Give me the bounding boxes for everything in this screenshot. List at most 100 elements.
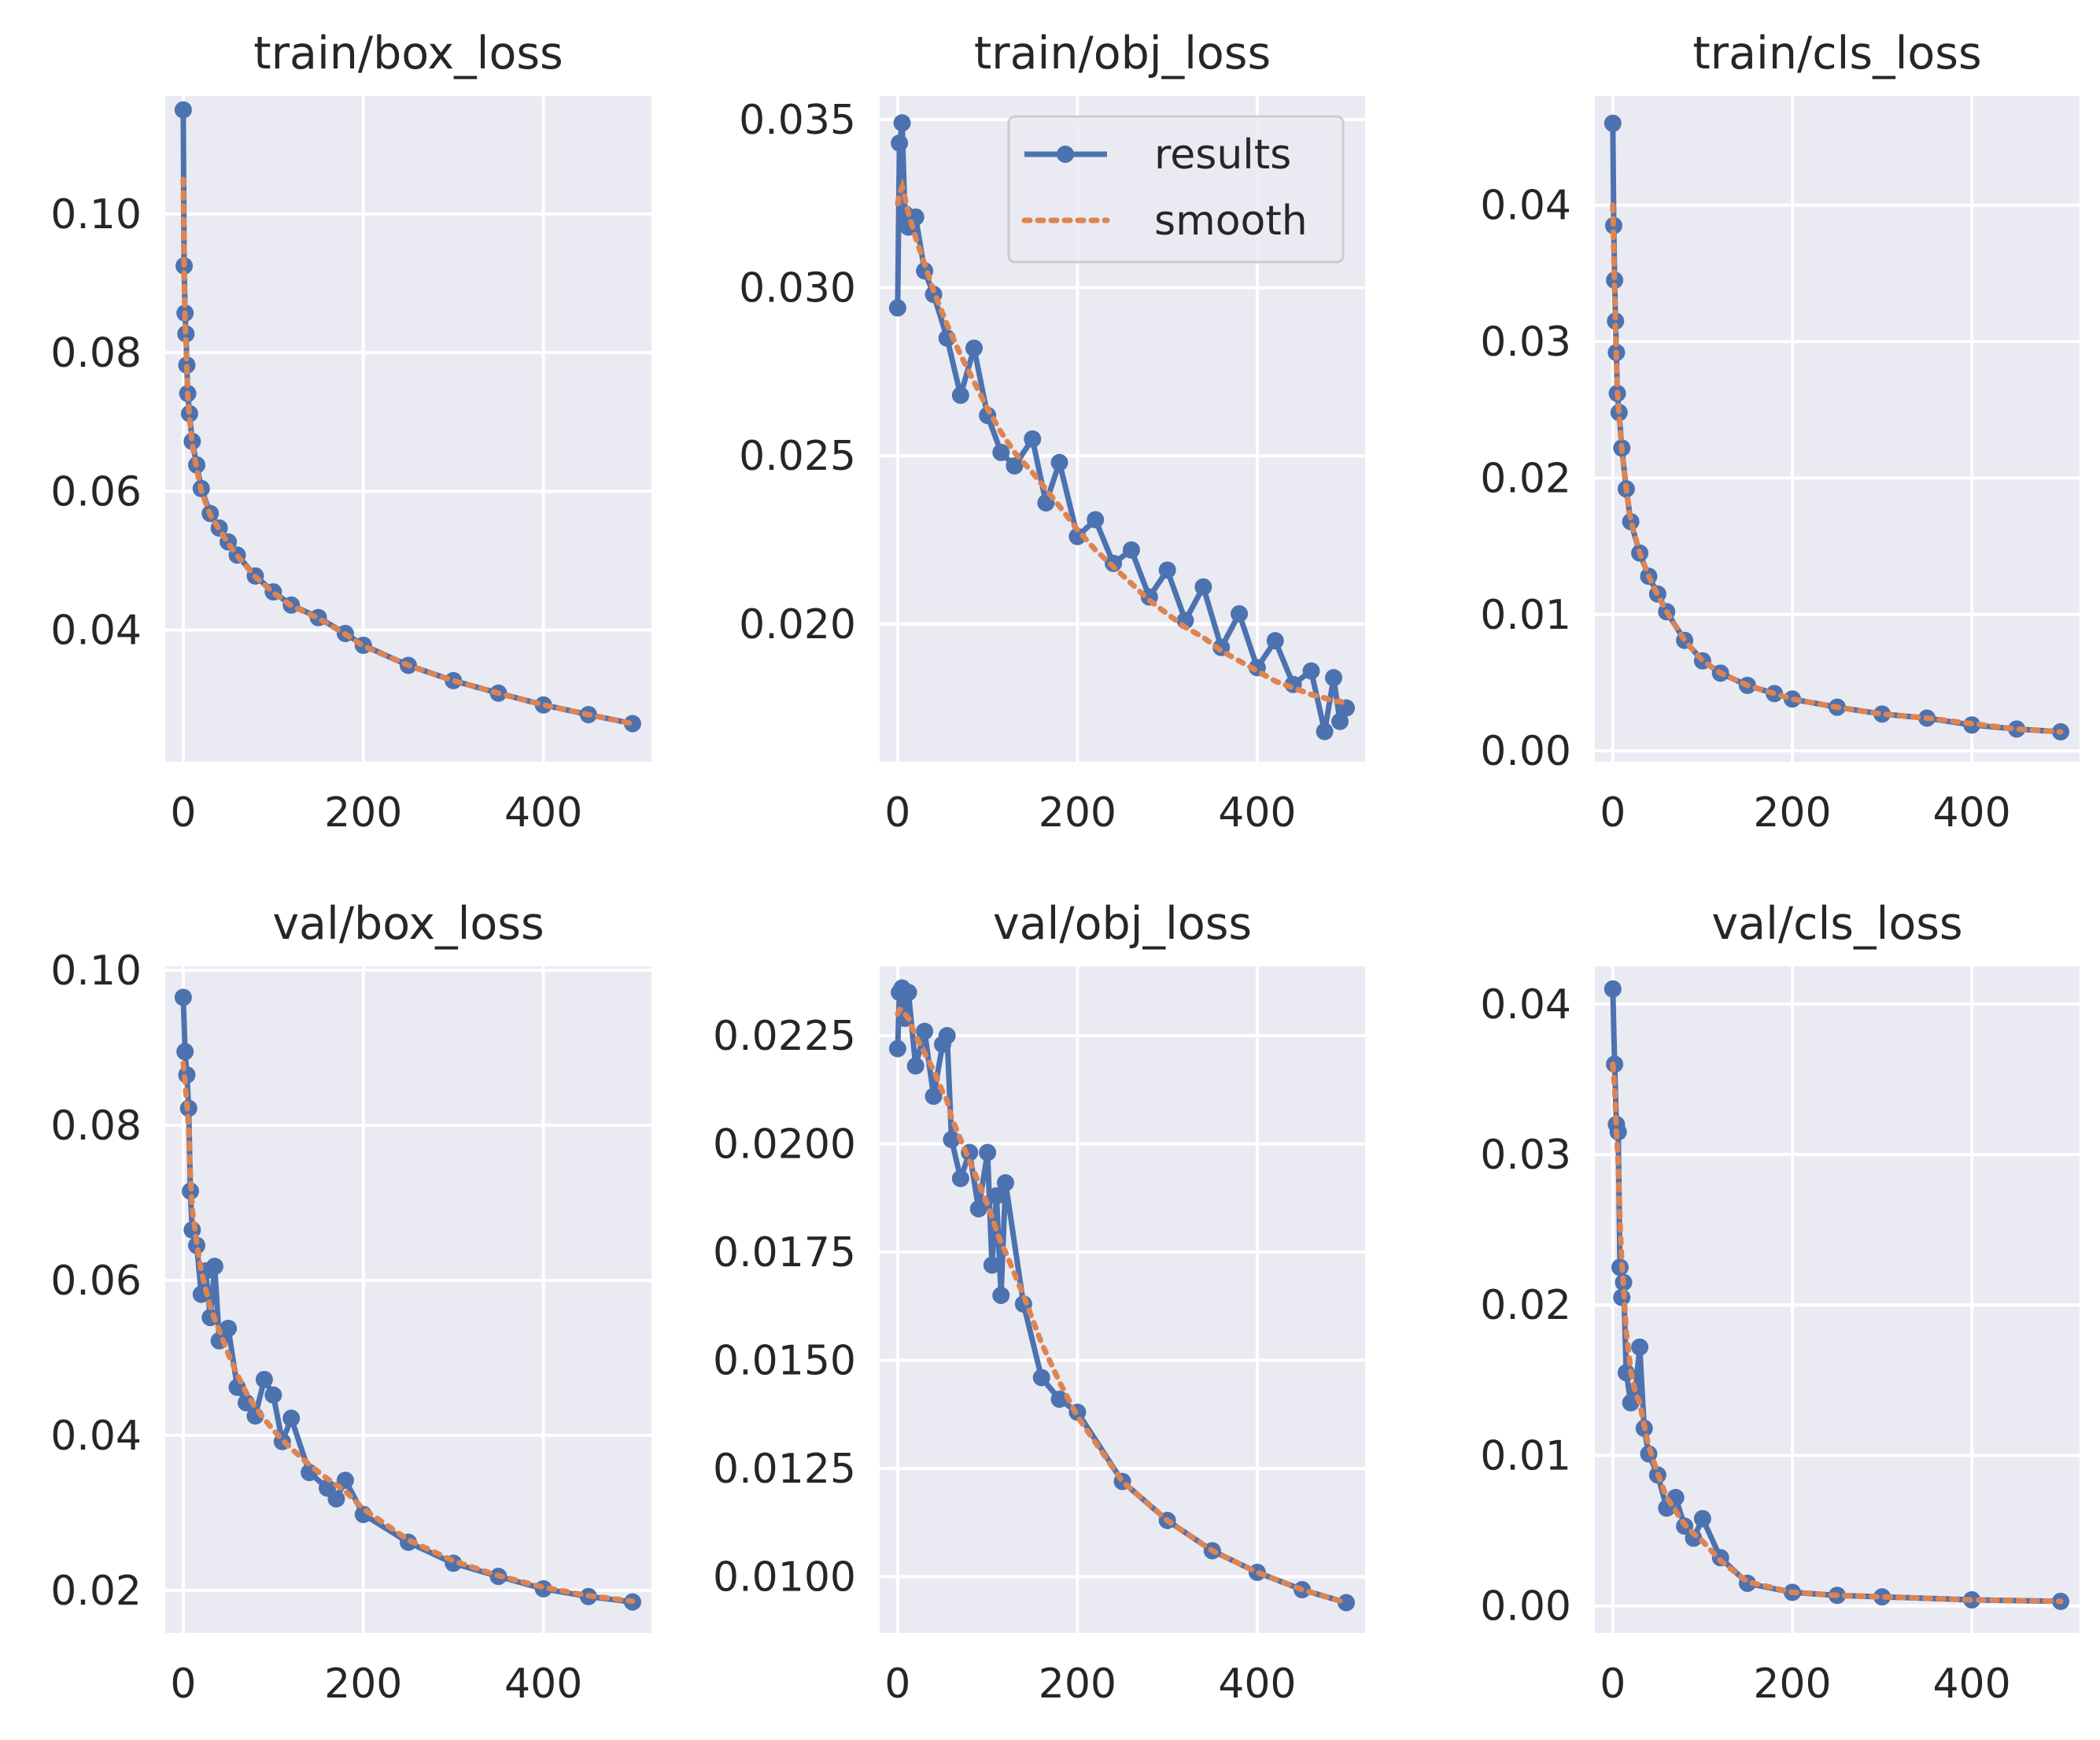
plot-area [174,988,641,1611]
data-point-results [176,1043,194,1061]
data-point-results [899,984,917,1001]
axes-background [880,966,1365,1633]
data-point-results [965,339,983,357]
panel-train-obj-loss: 0 200 400 0.020 0.025 0.030 0.035 train/obj_los… [739,28,1365,837]
data-point-results [1032,1369,1050,1387]
x-tick-label: 200 [324,789,402,837]
x-tick-label: 200 [1753,1661,1831,1708]
x-tick-label: 0 [1600,1661,1626,1708]
data-point-results [1604,980,1622,998]
plot-area [1604,114,2070,741]
data-point-results [174,988,192,1007]
panel-title: train/box_loss [253,28,563,79]
data-point-results [906,1057,925,1075]
legend-label-smooth: smooth [1154,198,1308,245]
x-tick-label: 0 [884,1661,910,1708]
legend-label-results: results [1154,131,1291,179]
y-tick-label: 0.0175 [713,1229,856,1276]
legend-marker-results [1057,146,1074,163]
y-tick-label: 0.10 [50,948,142,995]
x-tick-label: 200 [1753,789,1831,837]
data-point-results [1693,1509,1711,1528]
x-tick-label: 400 [1218,789,1296,837]
x-tick-label: 0 [170,1661,196,1708]
data-point-results [891,134,909,152]
panel-title: val/obj_loss [993,898,1252,950]
series-line-smooth [895,178,1349,707]
data-point-results [1050,1391,1068,1408]
panel-train-cls-loss: 0 200 400 0.00 0.01 0.02 0.03 0.04 train/cls_los… [1480,28,2080,837]
y-tick-label: 0.0150 [713,1338,856,1385]
panels: 0 200 400 0.04 0.06 0.08 0.10 train/box_loss 0 20… [50,28,2080,1708]
data-point-results [979,1143,997,1162]
data-point-results [1685,1529,1703,1547]
data-point-results [205,1258,223,1276]
data-point-results [992,443,1010,461]
panel-val-cls-loss: 0 200 400 0.00 0.01 0.02 0.03 0.04 val/cls_loss [1480,898,2080,1708]
y-tick-label: 0.00 [1480,1583,1571,1631]
y-tick-label: 0.025 [739,433,856,480]
data-point-results [1050,453,1068,471]
series-line-smooth [1610,1061,2064,1605]
data-point-results [188,1236,206,1254]
x-tick-label: 0 [1600,789,1626,837]
x-tick-label: 200 [1039,789,1116,837]
y-tick-label: 0.00 [1480,728,1571,775]
data-point-results [282,1409,301,1428]
y-tick-label: 0.03 [1480,319,1571,366]
panel-val-obj-loss: 0 200 400 0.0100 0.0125 0.0150 0.0175 0.0200 0.0… [713,898,1365,1708]
series-line-smooth [1610,202,2064,735]
y-tick-label: 0.03 [1480,1132,1571,1179]
data-point-results [951,1169,969,1188]
data-point-results [938,1027,956,1044]
x-tick-label: 400 [1218,1661,1296,1708]
data-point-results [336,1471,354,1489]
data-point-results [943,1131,961,1148]
series-line-smooth [180,1060,636,1605]
panel-train-box-loss: 0 200 400 0.04 0.06 0.08 0.10 train/box_loss [50,28,651,837]
y-tick-label: 0.02 [1480,1282,1571,1329]
data-point-results [1316,722,1334,741]
panel-title: val/box_loss [272,898,544,950]
data-point-results [983,1256,1001,1274]
data-point-results [888,299,906,317]
data-point-results [1338,1594,1356,1612]
plot-area [174,101,641,733]
panel-title: train/cls_loss [1692,28,1981,79]
data-point-results [1302,662,1320,680]
panel-title: val/cls_loss [1711,898,1962,950]
y-tick-label: 0.02 [1480,455,1571,502]
y-tick-label: 0.0125 [713,1446,856,1493]
data-point-results [916,1022,934,1040]
plot-area [1604,980,2070,1610]
data-point-results [623,715,641,733]
y-tick-label: 0.01 [1480,592,1571,639]
data-point-results [1331,712,1349,730]
series-line-smooth [895,1007,1349,1605]
data-point-results [1194,578,1212,596]
x-tick-label: 400 [504,1661,582,1708]
x-tick-label: 200 [324,1661,402,1708]
data-point-results [1607,312,1625,331]
y-tick-label: 0.0225 [713,1013,856,1060]
x-tick-label: 400 [1932,1661,2010,1708]
plot-area [888,114,1356,741]
y-tick-label: 0.10 [50,191,142,238]
y-tick-label: 0.030 [739,265,856,312]
data-point-results [1024,430,1042,448]
data-point-results [1087,511,1105,529]
data-point-results [1068,527,1087,545]
series-line-smooth [180,176,636,726]
x-tick-label: 0 [170,789,196,837]
data-point-results [925,1088,943,1105]
data-point-results [996,1174,1014,1191]
y-tick-label: 0.035 [739,97,856,144]
data-point-results [327,1490,345,1508]
data-point-results [1158,561,1176,579]
data-point-results [1266,632,1284,650]
data-point-results [1873,705,1891,723]
data-point-results [264,1386,282,1404]
x-tick-label: 400 [504,789,582,837]
y-tick-label: 0.04 [1480,981,1571,1029]
